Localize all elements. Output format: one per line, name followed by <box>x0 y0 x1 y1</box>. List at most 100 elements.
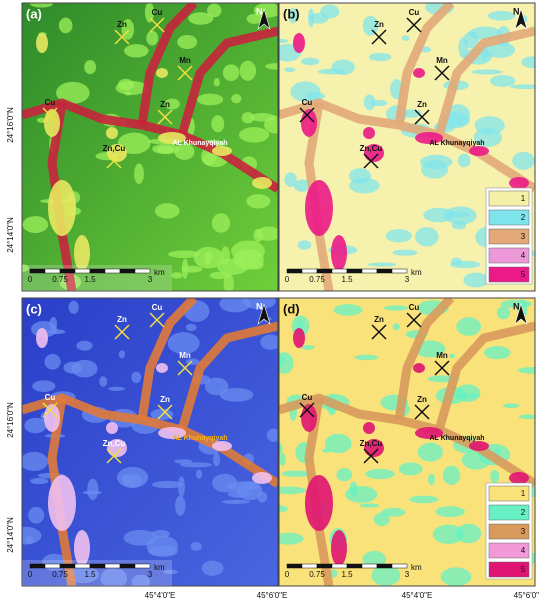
mine-symbol <box>363 448 379 464</box>
mine-symbol <box>371 29 387 45</box>
map-texture <box>354 354 379 361</box>
mine-symbol <box>157 404 173 420</box>
map-texture <box>99 376 108 387</box>
anomaly <box>305 475 333 531</box>
north-label: N <box>513 301 520 311</box>
map-texture <box>193 246 224 269</box>
map-texture <box>219 298 251 313</box>
map-texture <box>517 366 535 374</box>
anomaly <box>469 146 489 156</box>
longitude-label: 45°6'0"E <box>257 591 288 600</box>
map-texture <box>279 352 294 374</box>
site-label: Cu <box>152 8 163 17</box>
map-texture <box>223 273 234 291</box>
map-texture <box>201 560 224 576</box>
drainage <box>394 298 455 421</box>
map-texture <box>154 203 180 219</box>
legend-label: 3 <box>521 527 526 536</box>
scale-bar <box>74 563 91 569</box>
map-texture <box>179 462 213 468</box>
site-label: Zn <box>374 315 384 324</box>
mine-symbol <box>299 107 315 123</box>
mine-symbol <box>371 324 387 340</box>
north-arrow <box>514 302 528 325</box>
scale-bar <box>331 268 348 274</box>
site-label: Cu <box>409 303 420 312</box>
map-texture <box>349 177 380 194</box>
scale-bar <box>29 563 46 569</box>
map-texture <box>423 207 455 223</box>
legend-label: 4 <box>521 251 526 260</box>
map-texture <box>134 163 144 185</box>
scale-bar <box>346 563 363 569</box>
drainage <box>434 26 535 137</box>
mine-symbol <box>106 448 122 464</box>
site-label: Mn <box>179 56 191 65</box>
drainage <box>434 321 535 432</box>
scale-bar <box>59 268 76 274</box>
anomaly <box>509 472 529 484</box>
legend-label: 5 <box>521 565 526 574</box>
town-label: AL Khunayqiyah <box>172 140 227 147</box>
scale-bar <box>29 268 46 274</box>
site-label: Cu <box>152 303 163 312</box>
mine-symbol <box>149 17 165 33</box>
map-texture <box>204 377 229 396</box>
map-texture <box>100 567 128 586</box>
panel-border <box>278 297 536 587</box>
map-texture <box>44 353 61 370</box>
map-texture <box>167 332 200 355</box>
north-arrow <box>257 7 271 30</box>
scale-label: 3 <box>148 570 153 579</box>
map-texture <box>71 359 98 378</box>
map-texture <box>117 132 151 155</box>
map-texture <box>219 388 254 402</box>
map-texture <box>246 194 271 209</box>
town-label: AL Khunayqiyah <box>429 435 484 442</box>
map-texture <box>463 272 490 288</box>
site-label: Zn <box>417 100 427 109</box>
map-texture <box>442 465 461 485</box>
map-texture <box>509 84 535 90</box>
map-texture <box>308 12 329 24</box>
longitude-label: 45°4'0"E <box>145 591 176 600</box>
scale-label: 1.5 <box>341 570 353 579</box>
drainage <box>137 298 198 421</box>
map-texture <box>22 216 49 234</box>
map-texture <box>485 42 516 58</box>
anomaly <box>74 530 90 566</box>
map-texture <box>121 474 130 484</box>
site-label: Zn <box>117 315 127 324</box>
map-texture <box>490 469 500 483</box>
map-texture <box>363 94 376 111</box>
longitude-label: 45°6'0"E <box>514 591 539 600</box>
map-image <box>22 3 278 291</box>
map-texture <box>151 480 183 489</box>
anomaly <box>363 127 375 139</box>
legend-swatch <box>488 561 530 578</box>
scale-bar <box>286 563 303 569</box>
scale-bar <box>301 268 318 274</box>
map-texture <box>473 128 503 147</box>
mine-symbol <box>406 312 422 328</box>
map-texture <box>371 564 401 586</box>
map-panel: (a) Zn Cu Mn Cu Zn Zn,Cu AL Khunayqiyah N 0 0.75 1.… <box>21 2 279 292</box>
map-texture <box>293 179 312 192</box>
map-texture <box>256 226 278 241</box>
map-texture <box>117 78 134 91</box>
map-texture <box>483 346 511 360</box>
map-texture <box>288 8 298 24</box>
map-panel: (d) Zn Cu Mn Cu Zn Zn,Cu AL Khunayqiyah N 0 0.75 1.… <box>278 297 536 587</box>
scale-bar <box>104 268 121 274</box>
legend-label: 1 <box>521 489 526 498</box>
map-texture <box>455 523 482 544</box>
map-texture <box>152 143 180 155</box>
anomaly <box>331 235 347 271</box>
legend-label: 2 <box>521 508 526 517</box>
scale-bar <box>74 268 91 274</box>
map-panel: (c) Zn Cu Mn Cu Zn Zn,Cu AL Khunayqiyah N 0 0.75 1.… <box>21 297 279 587</box>
anomaly <box>36 33 48 53</box>
scale-label: 0.75 <box>309 275 325 284</box>
anomaly <box>36 328 48 348</box>
